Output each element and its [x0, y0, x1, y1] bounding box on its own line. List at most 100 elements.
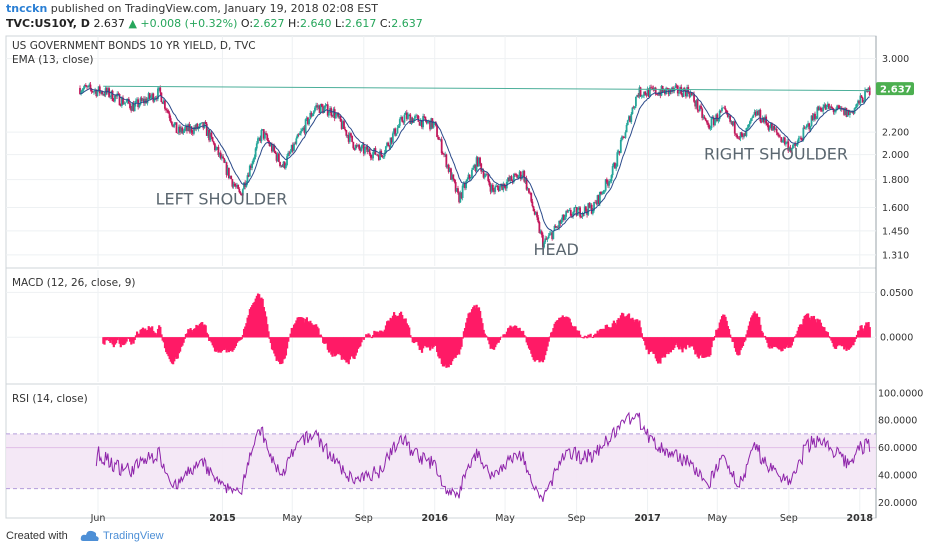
candle	[158, 87, 160, 91]
author-link[interactable]: tncckn	[6, 2, 48, 15]
macd-bar	[779, 337, 782, 350]
macd-bar	[290, 328, 293, 338]
candle	[250, 163, 252, 171]
candle	[134, 98, 137, 107]
macd-axis[interactable]: 0.0500 0.0000	[880, 288, 913, 344]
candle	[215, 145, 217, 151]
candle	[552, 230, 555, 240]
macd-bar	[267, 331, 270, 338]
macd-bar	[666, 337, 669, 352]
candle	[280, 165, 283, 168]
macd-bar	[309, 320, 312, 338]
candle	[495, 183, 498, 187]
candle	[797, 135, 800, 142]
candle	[180, 125, 183, 134]
candle	[455, 188, 458, 192]
macd-tick-label: 0.0500	[880, 288, 913, 299]
macd-bar	[212, 337, 215, 348]
candle	[195, 123, 198, 132]
macd-bar	[511, 328, 514, 338]
macd-bar	[119, 337, 122, 348]
macd-bar	[493, 337, 496, 350]
candle	[197, 126, 200, 132]
macd-bar	[453, 337, 456, 357]
macd-bar	[790, 337, 793, 346]
macd-bar	[651, 337, 654, 352]
candle	[472, 165, 474, 170]
candle	[773, 124, 776, 133]
candle	[566, 209, 569, 214]
macd-bar	[202, 325, 205, 338]
candle	[525, 175, 528, 191]
macd-bar	[607, 326, 610, 338]
macd-bar	[634, 319, 638, 338]
macd-bar	[203, 324, 206, 338]
candle	[540, 229, 543, 238]
annotation-right-shoulder[interactable]: RIGHT SHOULDER	[704, 144, 848, 163]
candle	[494, 184, 497, 195]
macd-bar	[231, 337, 234, 352]
macd-bar	[510, 326, 513, 338]
candle	[431, 118, 434, 129]
macd-tick-label: 0.0000	[880, 333, 913, 344]
macd-bar	[803, 315, 806, 338]
candle	[702, 114, 705, 120]
macd-bar	[351, 337, 354, 357]
price-tick-label: 3.000	[882, 54, 909, 65]
macd-bar	[175, 337, 178, 359]
macd-bar	[148, 327, 151, 338]
macd-bar	[253, 301, 256, 338]
candle	[223, 157, 226, 164]
price-axis[interactable]: 3.000 2.200 2.000 1.800 1.600 1.450 1.310	[882, 54, 909, 261]
macd-bar	[103, 337, 106, 345]
candle	[282, 160, 285, 168]
macd-bar	[118, 337, 121, 344]
macd-bar	[151, 326, 154, 338]
candle	[625, 122, 628, 133]
macd-bar	[577, 330, 581, 338]
candle	[533, 208, 536, 216]
chart-area[interactable]: US GOVERNMENT BONDS 10 YR YIELD, D, TVC …	[0, 34, 932, 524]
macd-bar	[376, 331, 379, 338]
macd-bar	[753, 311, 756, 338]
candle	[629, 115, 631, 123]
low-label: L:	[335, 17, 345, 30]
candle	[704, 117, 707, 122]
macd-bar	[811, 317, 814, 338]
macd-bar	[313, 324, 317, 338]
tradingview-link[interactable]: TradingView	[103, 530, 164, 542]
macd-bar	[865, 322, 868, 338]
neckline[interactable]	[103, 85, 871, 92]
time-axis[interactable]: Jun 2015 May Sep 2016 May Sep 2017 May Sep 2018	[90, 513, 874, 524]
candle	[588, 202, 591, 209]
macd-bar	[600, 328, 603, 338]
macd-bar	[331, 337, 334, 357]
rsi-axis[interactable]: 100.0000 80.0000 60.0000 40.0000 20.0000	[878, 388, 923, 508]
macd-bar	[272, 337, 275, 351]
candle	[332, 107, 335, 119]
candle	[430, 117, 433, 130]
candle	[354, 144, 357, 151]
macd-bar	[703, 337, 706, 358]
macd-bar	[836, 337, 839, 347]
candle	[725, 109, 728, 115]
candle	[396, 125, 399, 134]
macd-bar	[750, 317, 753, 338]
annotation-head[interactable]: HEAD	[533, 240, 578, 259]
macd-bar	[488, 337, 491, 345]
candle	[772, 125, 775, 131]
macd-bar	[126, 337, 129, 339]
macd-bar	[120, 337, 124, 344]
candle	[253, 154, 256, 162]
published-text: published on TradingView.com, January 19…	[50, 2, 378, 15]
macd-bar	[265, 316, 268, 338]
candle	[401, 115, 404, 123]
candle	[177, 124, 180, 136]
candle	[564, 214, 566, 221]
candle	[377, 154, 380, 162]
macd-bar	[816, 318, 819, 338]
candle	[80, 89, 83, 96]
annotation-left-shoulder[interactable]: LEFT SHOULDER	[156, 190, 288, 209]
macd-bar	[458, 337, 461, 355]
candle	[792, 143, 794, 150]
